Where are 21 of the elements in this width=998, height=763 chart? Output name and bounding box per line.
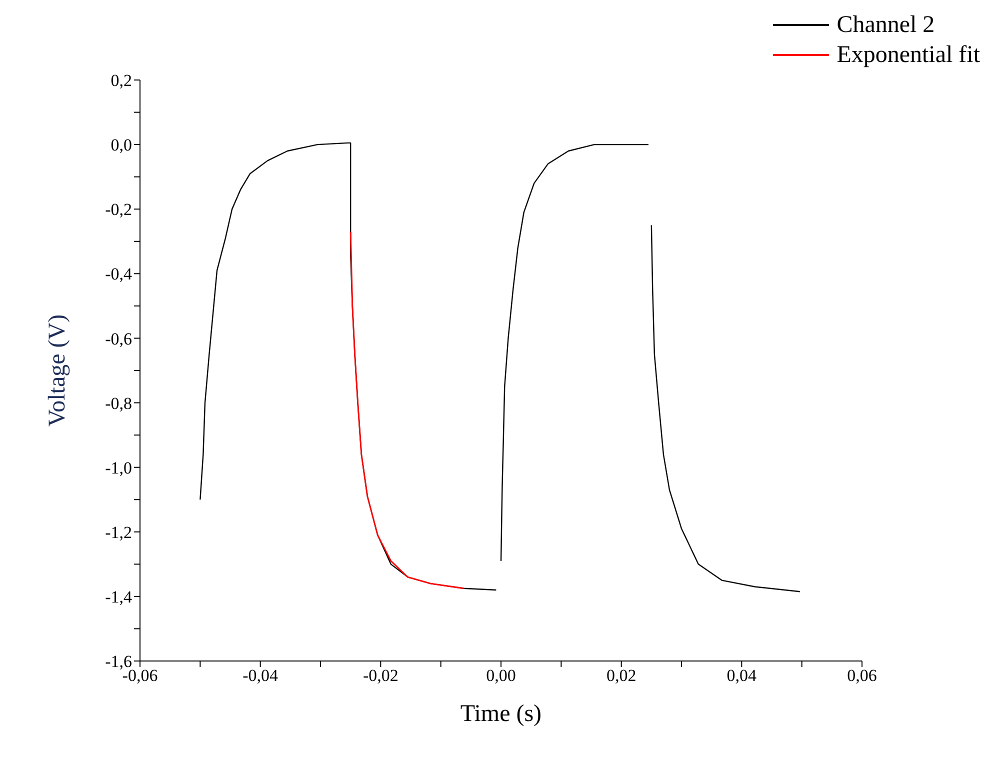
y-tick-label: 0,0 [110,136,132,155]
line-series [350,231,464,590]
y-tick-label: -0,4 [105,264,132,284]
legend-label: Exponential fit [836,41,980,70]
x-tick-label: 0,06 [847,666,877,686]
x-tick-label: 0,00 [486,666,516,686]
x-tick-label: 0,04 [726,666,758,686]
x-axis-title: Time (s) [460,701,542,727]
y-tick-label: -1,2 [105,522,132,542]
x-tick-label: -0,02 [362,666,398,686]
x-tick-label: -0,04 [242,666,279,686]
y-axis-title: Voltage (V) [44,314,71,427]
y-tick-label: -0,6 [105,329,132,348]
y-tick-label: -0,8 [105,394,132,413]
x-tick-label: 0,02 [606,666,636,686]
y-tick-label: -1,0 [105,458,132,478]
y-tick-label: -0,2 [105,200,132,220]
legend-label: Channel 2 [836,11,935,40]
y-tick-label: -1,4 [105,587,132,606]
y-tick-label: -1,6 [105,652,132,672]
y-tick-label: 0,2 [110,71,132,90]
